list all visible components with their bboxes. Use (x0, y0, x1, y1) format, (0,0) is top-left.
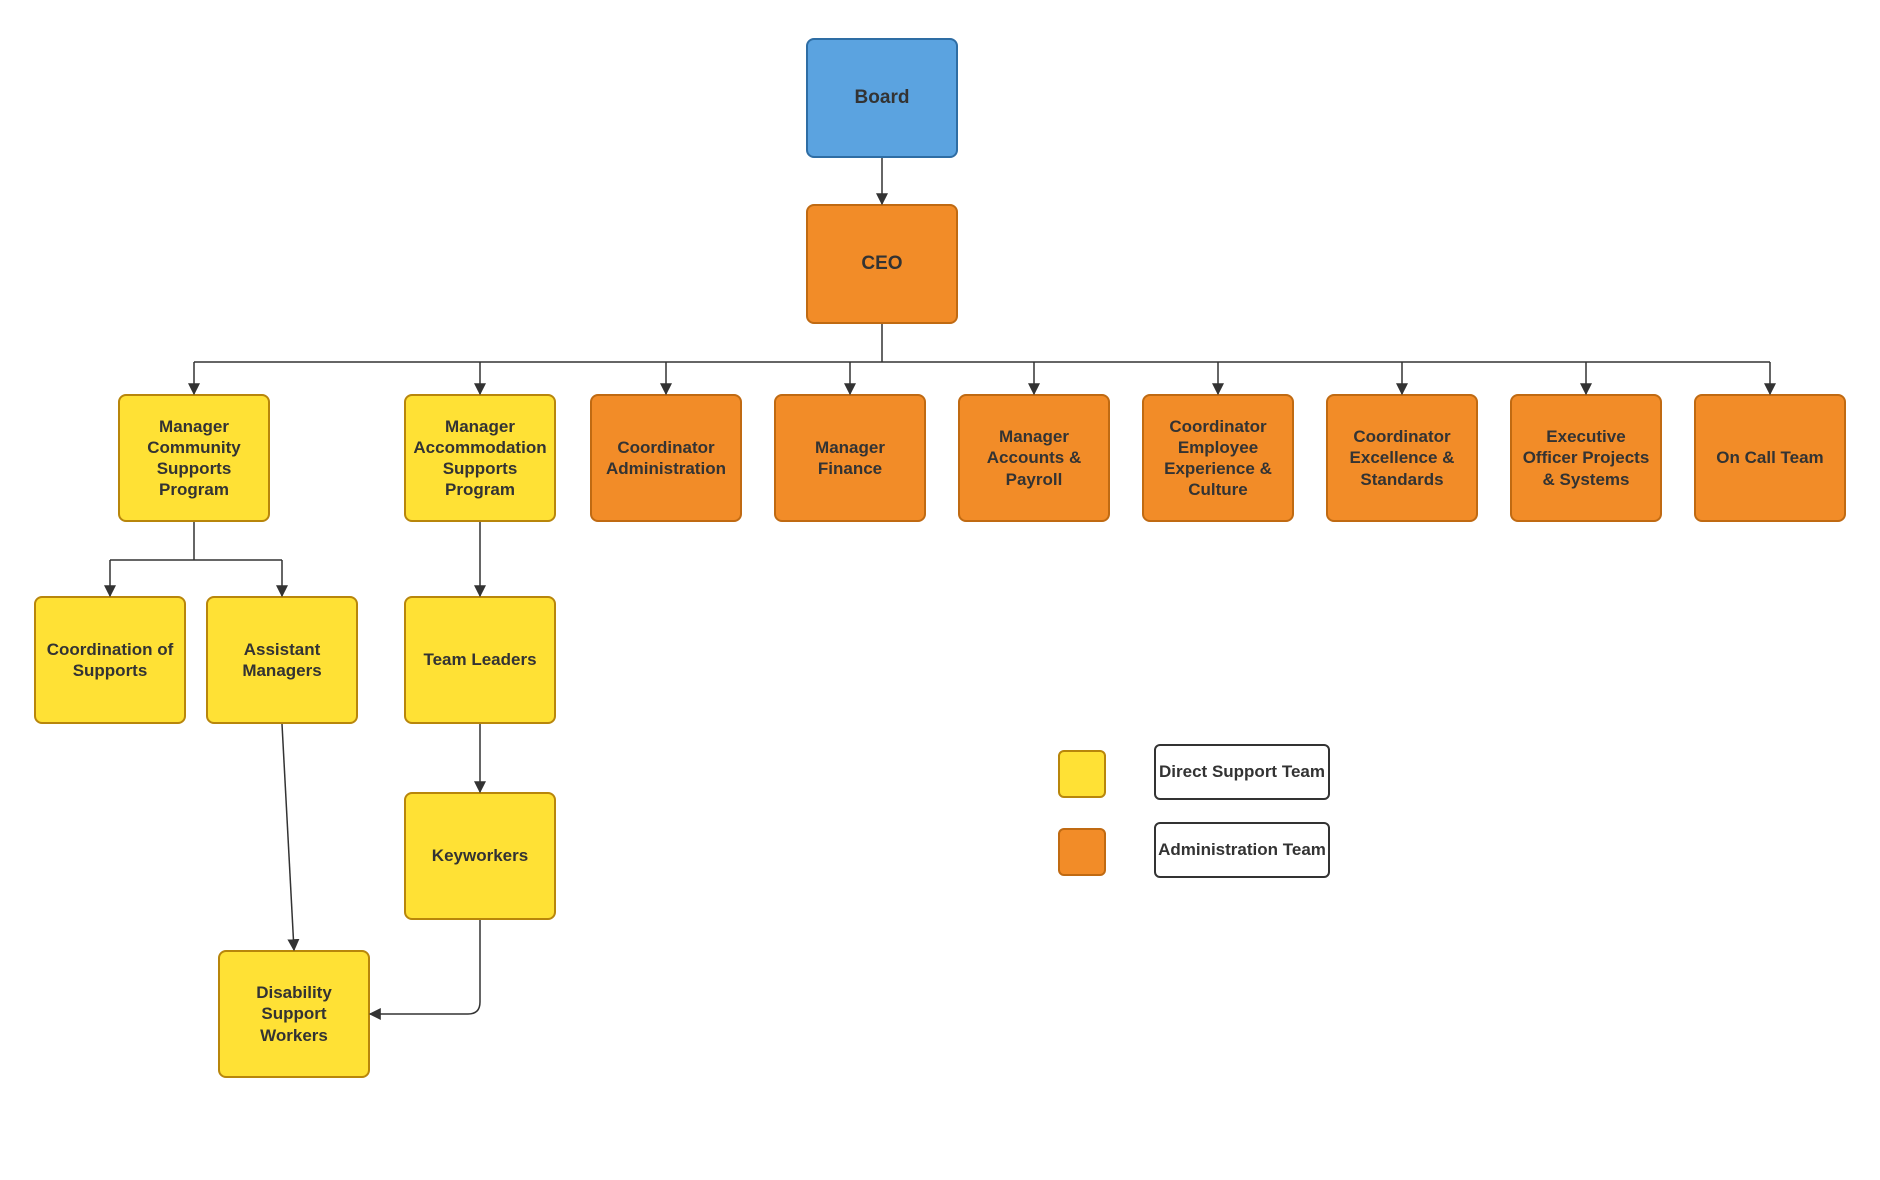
node-label: On Call Team (1716, 447, 1823, 468)
node-label: Keyworkers (432, 845, 528, 866)
node-keyworkers: Keyworkers (404, 792, 556, 920)
node-coord-admin: Coordinator Administration (590, 394, 742, 522)
node-label: Manager Community Supports Program (126, 416, 262, 501)
node-team-leaders: Team Leaders (404, 596, 556, 724)
org-chart: Board CEO Manager Community Supports Progr… (0, 0, 1880, 1180)
node-ceo: CEO (806, 204, 958, 324)
node-mgr-finance: Manager Finance (774, 394, 926, 522)
node-asst-managers: Assistant Managers (206, 596, 358, 724)
node-label: Board (855, 86, 910, 110)
node-coord-excellence: Coordinator Excellence & Standards (1326, 394, 1478, 522)
legend-label-yellow: Direct Support Team (1154, 744, 1330, 800)
node-exec-officer: Executive Officer Projects & Systems (1510, 394, 1662, 522)
node-label: CEO (861, 252, 902, 276)
node-label: Manager Accounts & Payroll (966, 426, 1102, 490)
node-label: Manager Finance (782, 437, 918, 480)
node-label: Coordinator Excellence & Standards (1334, 426, 1470, 490)
node-mgr-accommodation: Manager Accommodation Supports Program (404, 394, 556, 522)
node-label: Team Leaders (423, 649, 536, 670)
legend-swatch-orange (1058, 828, 1106, 876)
legend-text: Administration Team (1158, 840, 1326, 860)
node-label: Executive Officer Projects & Systems (1518, 426, 1654, 490)
node-label: Manager Accommodation Supports Program (412, 416, 548, 501)
node-label: Assistant Managers (214, 639, 350, 682)
legend-swatch-yellow (1058, 750, 1106, 798)
node-oncall: On Call Team (1694, 394, 1846, 522)
node-mgr-accounts: Manager Accounts & Payroll (958, 394, 1110, 522)
node-label: Coordinator Administration (598, 437, 734, 480)
node-label: Coordinator Employee Experience & Cultur… (1150, 416, 1286, 501)
node-coord-employee: Coordinator Employee Experience & Cultur… (1142, 394, 1294, 522)
node-label: Disability Support Workers (226, 982, 362, 1046)
node-dsw: Disability Support Workers (218, 950, 370, 1078)
node-board: Board (806, 38, 958, 158)
node-coord-supports: Coordination of Supports (34, 596, 186, 724)
legend-text: Direct Support Team (1159, 762, 1325, 782)
legend-label-orange: Administration Team (1154, 822, 1330, 878)
node-label: Coordination of Supports (42, 639, 178, 682)
node-mgr-community: Manager Community Supports Program (118, 394, 270, 522)
